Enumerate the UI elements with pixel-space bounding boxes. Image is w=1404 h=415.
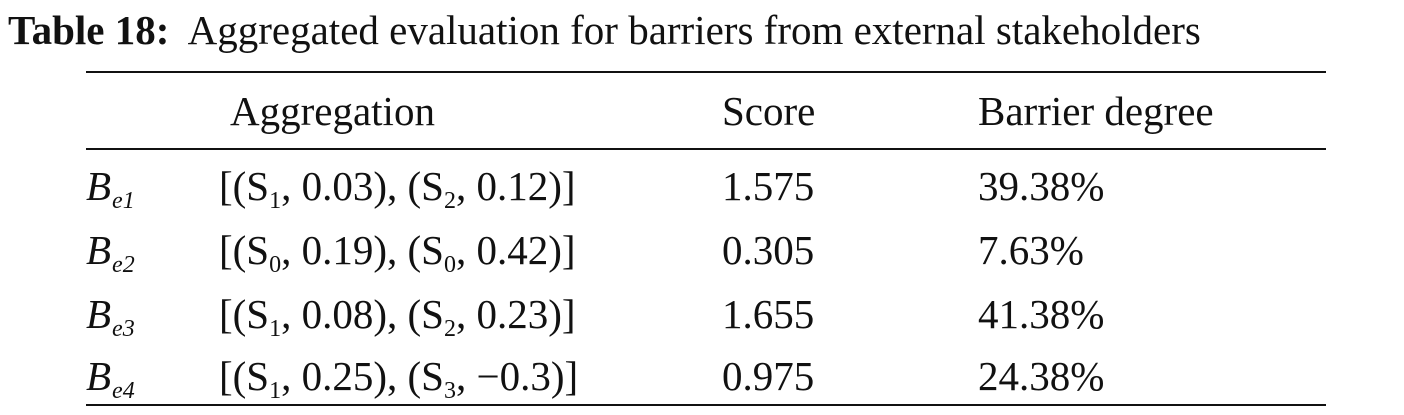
header-aggregation: Aggregation (230, 88, 435, 134)
barrier-degree-cell: 7.63% (978, 227, 1084, 273)
header-score: Score (722, 88, 816, 134)
score-cell: 1.575 (722, 163, 815, 209)
table-title: Aggregated evaluation for barriers from … (187, 7, 1201, 53)
bottom-rule (86, 404, 1326, 406)
row-label: Be4 (86, 353, 135, 404)
barrier-degree-cell: 39.38% (978, 163, 1105, 209)
score-cell: 1.655 (722, 291, 815, 337)
barrier-degree-cell: 24.38% (978, 353, 1105, 399)
aggregation-cell: [(S0, 0.19), (S0, 0.42)] (219, 227, 576, 278)
aggregation-cell: [(S1, 0.25), (S3, −0.3)] (219, 353, 579, 404)
top-rule (86, 71, 1326, 73)
row-label: Be1 (86, 163, 135, 214)
header-rule (86, 148, 1326, 150)
row-label: Be3 (86, 291, 135, 342)
barrier-degree-cell: 41.38% (978, 291, 1105, 337)
score-cell: 0.305 (722, 227, 815, 273)
aggregation-cell: [(S1, 0.03), (S2, 0.12)] (219, 163, 576, 214)
row-label: Be2 (86, 227, 135, 278)
score-cell: 0.975 (722, 353, 815, 399)
header-barrier-degree: Barrier degree (978, 88, 1214, 134)
table-caption: Table 18: Aggregated evaluation for barr… (8, 6, 1201, 54)
aggregation-cell: [(S1, 0.08), (S2, 0.23)] (219, 291, 576, 342)
table-number: Table 18: (8, 7, 170, 53)
